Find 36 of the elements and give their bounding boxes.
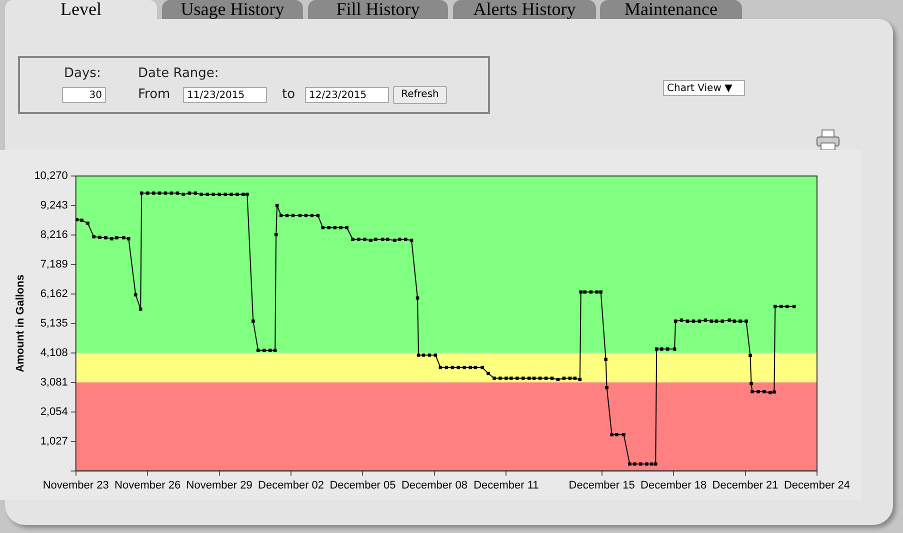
y-tick-label: 5,135 xyxy=(40,317,68,330)
x-tick-label: December 24 xyxy=(784,479,850,492)
text: From xyxy=(138,87,170,102)
x-tick-label: November 23 xyxy=(42,479,109,492)
chart-view-select: Chart View ▼ xyxy=(663,80,745,96)
y-tick-label: 1,027 xyxy=(40,435,68,448)
x-tick-label: December 18 xyxy=(640,479,707,492)
x-tick-label: December 08 xyxy=(401,479,468,492)
text: Level xyxy=(5,0,157,22)
text: to xyxy=(282,87,296,102)
y-tick-label: 6,162 xyxy=(40,288,68,300)
y-tick-label: 10,270 xyxy=(34,170,68,182)
y-tick-label: 3,081 xyxy=(40,376,68,388)
text: Alerts History xyxy=(453,0,596,19)
y-tick-label: 9,243 xyxy=(40,200,68,212)
text: Usage History xyxy=(162,0,303,19)
x-tick-label: December 05 xyxy=(330,479,396,492)
x-tick-label: December 11 xyxy=(474,479,539,492)
refresh-button: Refresh xyxy=(393,86,447,104)
y-tick-label: 4,108 xyxy=(40,346,68,359)
from-date-field: 11/23/2015 xyxy=(183,87,267,103)
to-date-field: 12/23/2015 xyxy=(305,87,389,103)
x-tick-label: December 02 xyxy=(258,479,324,492)
y-tick-label: 2,054 xyxy=(40,406,68,418)
text: Maintenance xyxy=(600,0,742,19)
days-field: 30 xyxy=(62,87,106,103)
text: Days: xyxy=(64,66,101,81)
y-tick-label: 7,189 xyxy=(40,258,68,270)
x-tick-label: December 21 xyxy=(712,479,778,492)
text: Fill History xyxy=(308,0,448,19)
x-tick-label: November 29 xyxy=(186,479,252,492)
y-tick-label: 8,216 xyxy=(40,228,68,241)
y-axis-title: Amount in Gallons xyxy=(14,274,27,372)
text: Date Range: xyxy=(138,66,219,81)
x-tick-label: November 26 xyxy=(114,479,181,492)
x-tick-label: December 15 xyxy=(568,479,635,492)
